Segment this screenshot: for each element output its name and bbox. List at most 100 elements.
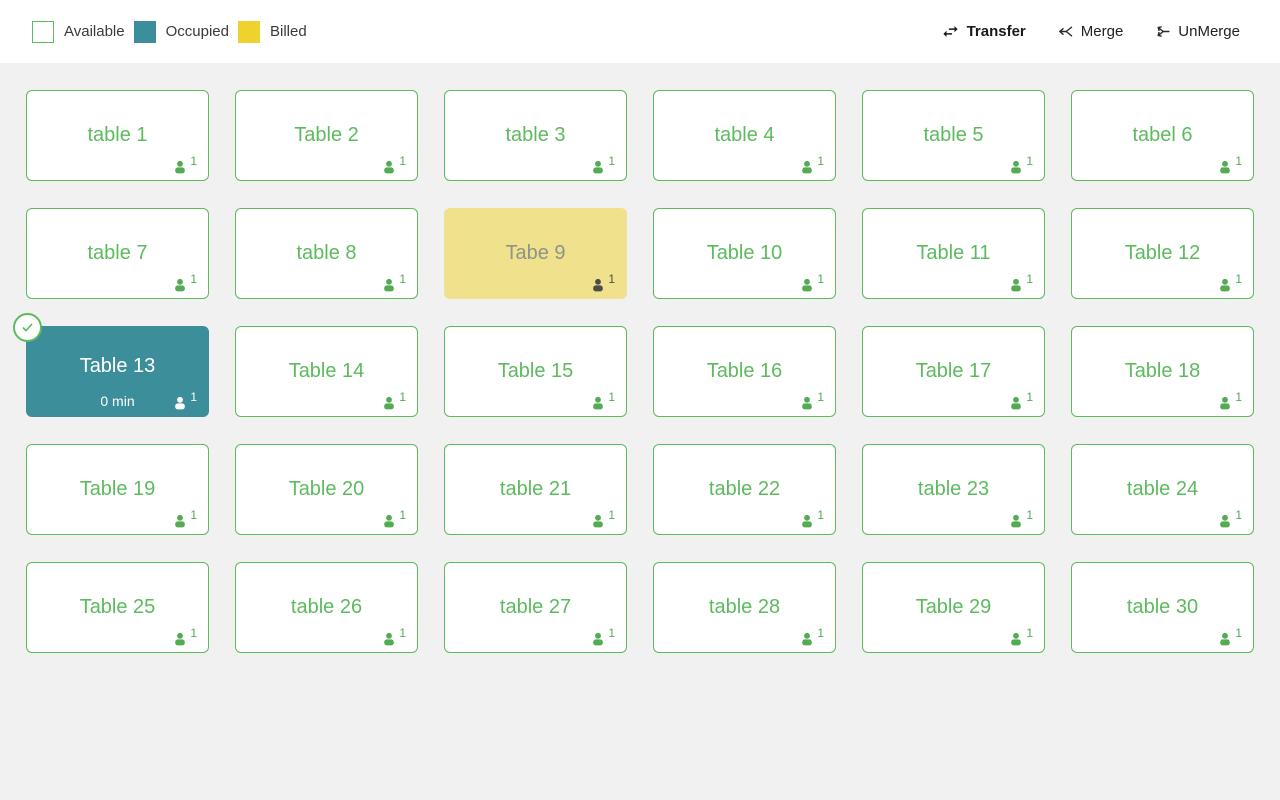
card-footer: 1 (590, 508, 615, 529)
person-icon (1008, 395, 1024, 411)
guest-count: 1 (817, 626, 824, 640)
person-icon (172, 159, 188, 175)
guest-count: 1 (1235, 626, 1242, 640)
table-card[interactable]: Table 12 1 (1071, 208, 1254, 299)
table-card[interactable]: table 21 1 (444, 444, 627, 535)
occupied-swatch (133, 20, 156, 43)
table-name: table 4 (714, 124, 775, 146)
table-card[interactable]: tabel 6 1 (1071, 90, 1254, 181)
table-card[interactable]: Table 16 1 (653, 326, 836, 417)
person-icon (590, 277, 606, 293)
guest-count: 1 (1026, 390, 1033, 404)
table-card[interactable]: Table 15 1 (444, 326, 627, 417)
unmerge-button[interactable]: UnMerge (1154, 23, 1240, 40)
legend-label-billed: Billed (269, 23, 307, 40)
card-footer: 1 (381, 390, 406, 411)
card-footer: 1 (590, 272, 615, 293)
card-footer: 1 (1217, 626, 1242, 647)
table-card[interactable]: table 30 1 (1071, 562, 1254, 653)
person-icon (381, 395, 397, 411)
card-footer: 1 (381, 626, 406, 647)
table-name: Table 19 (79, 478, 156, 500)
guest-count: 1 (190, 508, 197, 522)
person-icon (381, 631, 397, 647)
legend-label-available: Available (64, 23, 125, 40)
table-name: table 30 (1126, 596, 1199, 618)
table-name: Table 29 (915, 596, 992, 618)
card-footer: 1 (590, 154, 615, 175)
unmerge-icon (1154, 23, 1171, 40)
person-icon (1008, 277, 1024, 293)
person-icon (799, 159, 815, 175)
card-footer: 1 (1008, 390, 1033, 411)
card-footer: 1 (172, 154, 197, 175)
person-icon (799, 395, 815, 411)
table-card[interactable]: table 24 1 (1071, 444, 1254, 535)
merge-button[interactable]: Merge (1057, 23, 1123, 40)
table-name: table 7 (87, 242, 148, 264)
guest-count: 1 (1026, 626, 1033, 640)
card-footer: 1 (381, 272, 406, 293)
card-footer: 1 (799, 390, 824, 411)
card-footer: 1 (799, 508, 824, 529)
person-icon (172, 277, 188, 293)
person-icon (1217, 513, 1233, 529)
table-card[interactable]: table 26 1 (235, 562, 418, 653)
person-icon (172, 631, 188, 647)
table-card[interactable]: table 27 1 (444, 562, 627, 653)
action-bar: Transfer Merge (941, 22, 1240, 41)
table-name: Tabe 9 (505, 242, 566, 264)
guest-count: 1 (817, 390, 824, 404)
card-footer: 1 (1217, 154, 1242, 175)
person-icon (799, 277, 815, 293)
table-card[interactable]: Table 10 1 (653, 208, 836, 299)
table-card[interactable]: table 28 1 (653, 562, 836, 653)
table-name: Table 17 (915, 360, 992, 382)
table-name: Table 13 (79, 355, 156, 377)
table-card[interactable]: Table 18 1 (1071, 326, 1254, 417)
table-card[interactable]: Table 14 1 (235, 326, 418, 417)
table-card[interactable]: table 8 1 (235, 208, 418, 299)
table-name: Table 10 (706, 242, 783, 264)
table-card[interactable]: table 23 1 (862, 444, 1045, 535)
table-card[interactable]: Table 2 1 (235, 90, 418, 181)
table-card[interactable]: Tabe 9 1 (444, 208, 627, 299)
table-card[interactable]: table 1 1 (26, 90, 209, 181)
table-card[interactable]: table 5 1 (862, 90, 1045, 181)
guest-count: 1 (190, 272, 197, 286)
table-card[interactable]: table 7 1 (26, 208, 209, 299)
table-name: table 28 (708, 596, 781, 618)
duration-label: 0 min (100, 393, 135, 409)
card-footer: 1 (590, 626, 615, 647)
table-card[interactable]: Table 11 1 (862, 208, 1045, 299)
guest-count: 1 (399, 508, 406, 522)
table-name: tabel 6 (1132, 124, 1193, 146)
table-card[interactable]: table 4 1 (653, 90, 836, 181)
table-card[interactable]: Table 25 1 (26, 562, 209, 653)
card-footer: 1 (1008, 508, 1033, 529)
transfer-button[interactable]: Transfer (941, 22, 1026, 41)
table-card[interactable]: Table 19 1 (26, 444, 209, 535)
guest-count: 1 (399, 154, 406, 168)
guest-count: 1 (1235, 272, 1242, 286)
transfer-icon (941, 22, 960, 41)
table-card[interactable]: Table 13 0 min 1 (13, 313, 209, 417)
legend-item-billed: Billed (237, 20, 307, 43)
person-icon (590, 159, 606, 175)
person-icon (1008, 159, 1024, 175)
guest-count: 1 (1235, 508, 1242, 522)
table-name: table 21 (499, 478, 572, 500)
table-name: table 5 (923, 124, 984, 146)
guest-count: 1 (399, 272, 406, 286)
table-card[interactable]: Table 29 1 (862, 562, 1045, 653)
table-card[interactable]: Table 20 1 (235, 444, 418, 535)
guest-count: 1 (817, 508, 824, 522)
table-card[interactable]: table 22 1 (653, 444, 836, 535)
guest-count: 1 (190, 390, 197, 404)
table-card[interactable]: Table 17 1 (862, 326, 1045, 417)
merge-icon (1057, 23, 1074, 40)
guest-count: 1 (817, 154, 824, 168)
selected-check-badge (13, 313, 42, 342)
table-card[interactable]: table 3 1 (444, 90, 627, 181)
guest-count: 1 (608, 154, 615, 168)
